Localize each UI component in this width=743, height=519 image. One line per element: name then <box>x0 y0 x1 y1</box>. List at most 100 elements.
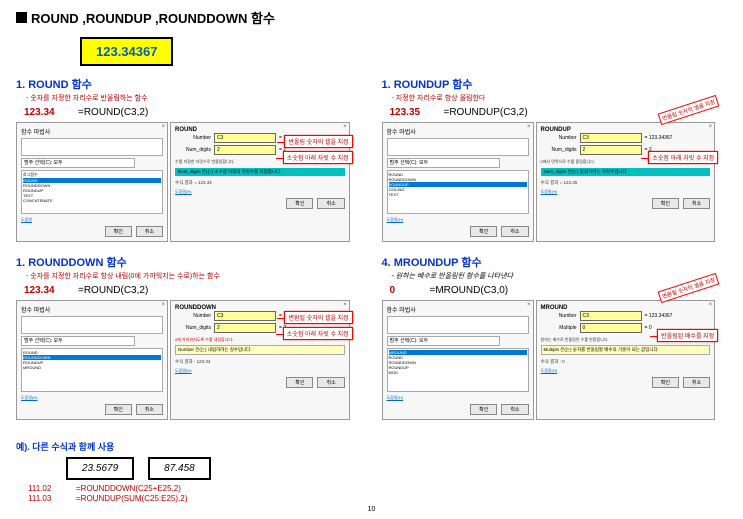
arg-input-number[interactable]: C3 <box>580 133 642 143</box>
help-link[interactable]: 도움말(H) <box>387 395 529 401</box>
example-value-1: 23.5679 <box>66 457 134 480</box>
formula-result: 수식 결과 : 123.34 <box>175 359 345 365</box>
close-icon[interactable]: × <box>162 302 166 308</box>
ok-button[interactable]: 확인 <box>105 226 132 237</box>
dlg-left-title: 함수 마법사 <box>387 127 529 136</box>
function-listbox[interactable]: MROUND ROUND ROUNDDOWN ROUNDUP MOD <box>387 348 529 392</box>
arg-description-highlight: Num_digits 은(는) 소수점 아래의 자릿수를 지정합니다. <box>175 168 345 176</box>
arg-input-number[interactable]: C3 <box>580 311 642 321</box>
close-icon[interactable]: × <box>343 124 347 130</box>
close-icon[interactable]: × <box>343 302 347 308</box>
formula-result: 수식 결과 : 0 <box>541 359 711 365</box>
arg-input-digits[interactable]: 2 <box>580 145 642 155</box>
category-select[interactable]: 범주 선택(C): 모두 <box>21 158 135 168</box>
dlg-left-title: 함수 마법사 <box>387 305 529 314</box>
dialog-row-mround: 변환될 숫자의 셀을 지정 × 함수 마법사 범주 선택(C): 모두 MROU… <box>382 300 728 420</box>
callout-number: 변환될 숫자의 셀을 지정 <box>284 311 352 324</box>
example-formula: =ROUNDDOWN(C25+E25,2) <box>76 484 181 493</box>
arg-input-number[interactable]: C3 <box>214 311 276 321</box>
arg-input-multiple[interactable]: 0 <box>580 323 642 333</box>
arg-label: Number <box>175 135 211 141</box>
arg-description-highlight: Multiple 은(는) 숫자를 반올림할 배수의 기준이 되는 값입니다. <box>541 345 711 355</box>
help-link[interactable]: 도움말(H) <box>175 189 345 195</box>
callout-multiple: 반올림된 배수를 지정 <box>657 329 718 342</box>
page-number: 10 <box>368 506 376 513</box>
help-link[interactable]: 도움말(H) <box>541 189 711 195</box>
result-round: 123.34 <box>24 107 68 118</box>
left-column: 1. ROUND 함수 - 숫자를 지정한 자리수로 반올림하는 함수 123.… <box>16 76 362 432</box>
cancel-button[interactable]: 취소 <box>136 404 163 415</box>
callout-digits: 소숫점 아래 자릿 수 지정 <box>283 151 353 164</box>
cancel-button[interactable]: 취소 <box>136 226 163 237</box>
list-item[interactable]: CONCATENATE <box>23 198 161 203</box>
formula-line-rounddown: 123.34 =ROUND(C3,2) <box>16 285 362 296</box>
cancel-button[interactable]: 취소 <box>683 198 710 209</box>
list-item[interactable]: MROUND <box>23 365 161 370</box>
close-icon[interactable]: × <box>709 124 713 130</box>
function-listbox[interactable]: ROUND ROUNDDOWN ROUNDUP CEILING TEXT <box>387 170 529 214</box>
formula-result: 수식 결과 = 123.35 <box>541 180 711 186</box>
result-roundup: 123.35 <box>390 107 434 118</box>
category-select[interactable]: 범주 선택(C): 모두 <box>21 336 135 346</box>
formula-mround: =MROUND(C3,0) <box>430 285 509 296</box>
help-link[interactable]: 도움말(H) <box>175 368 345 374</box>
section-title-round: 1. ROUND 함수 <box>16 76 362 92</box>
category-select[interactable]: 범주 선택(C): 모두 <box>387 336 501 346</box>
help-link[interactable]: 도움말(H) <box>541 368 711 374</box>
result-rounddown: 123.34 <box>24 285 68 296</box>
dialog-row-roundup: 반올림 숫자의 셀을 지정 × 함수 마법사 범주 선택(C): 모두 ROUN… <box>382 122 728 242</box>
cancel-button[interactable]: 취소 <box>317 198 344 209</box>
help-link[interactable]: 도움말(H) <box>21 395 163 401</box>
search-input[interactable] <box>21 316 163 334</box>
list-item[interactable]: TEXT <box>389 192 527 197</box>
callout-digits: 소숫점 아래 자릿 수 지정 <box>648 151 718 164</box>
close-icon[interactable]: × <box>162 124 166 130</box>
function-listbox[interactable]: ROUND ROUNDDOWN ROUNDUP MROUND <box>21 348 163 392</box>
ok-button[interactable]: 확인 <box>286 377 313 388</box>
cancel-button[interactable]: 취소 <box>683 377 710 388</box>
function-arguments-dialog: × ROUND Number C3 = 123.34367 Num_digits… <box>170 122 350 242</box>
close-icon[interactable]: × <box>709 302 713 308</box>
close-icon[interactable]: × <box>527 124 531 130</box>
close-icon[interactable]: × <box>527 302 531 308</box>
arg-input-digits[interactable]: 2 <box>214 323 276 333</box>
arg-result: = 0 <box>645 325 652 331</box>
section-subtitle-round: - 숫자를 지정한 자리수로 반올림하는 함수 <box>16 93 362 103</box>
arg-description-highlight: Number 은(는) 내림하려는 실수입니다. <box>175 345 345 355</box>
insert-function-dialog: × 함수 마법사 범주 선택(C): 모두 MROUND ROUND ROUND… <box>382 300 534 420</box>
insert-function-dialog: × 함수 마법사 범주 선택(C): 모두 로그함수 ROUND ROUNDDO… <box>16 122 168 242</box>
cancel-button[interactable]: 취소 <box>317 377 344 388</box>
formula-rounddown: =ROUND(C3,2) <box>78 285 148 296</box>
arg-result: = 123.34367 <box>645 313 673 319</box>
search-input[interactable] <box>387 138 529 156</box>
ok-button[interactable]: 확인 <box>652 198 679 209</box>
ok-button[interactable]: 확인 <box>470 404 497 415</box>
ok-button[interactable]: 확인 <box>470 226 497 237</box>
function-arguments-dialog: × MROUND Number C3 = 123.34367 Multiple … <box>536 300 716 420</box>
title-bullet <box>16 12 27 23</box>
decorative-number-box: 123.34367 <box>80 37 173 66</box>
search-input[interactable] <box>21 138 163 156</box>
section-title-rounddown: 1. ROUNDDOWN 함수 <box>16 254 362 270</box>
example-line-1: 111.02 =ROUNDDOWN(C25+E25,2) <box>16 484 727 493</box>
help-link[interactable]: 도움말 <box>21 217 163 223</box>
formula-roundup: =ROUNDUP(C3,2) <box>444 107 528 118</box>
right-column: 1. ROUNDUP 함수 - 지정한 자리수로 항상 올림한다 123.35 … <box>382 76 728 432</box>
cancel-button[interactable]: 취소 <box>501 226 528 237</box>
cancel-button[interactable]: 취소 <box>501 404 528 415</box>
example-boxes: 23.5679 87.458 <box>66 457 727 480</box>
arg-input-number[interactable]: C3 <box>214 133 276 143</box>
ok-button[interactable]: 확인 <box>286 198 313 209</box>
arg-input-digits[interactable]: 2 <box>214 145 276 155</box>
help-link[interactable]: 도움말(H) <box>387 217 529 223</box>
function-arguments-dialog: × ROUNDDOWN Number C3 = 123.34367 Num_di… <box>170 300 350 420</box>
list-item[interactable]: MOD <box>389 370 527 375</box>
arg-label: Number <box>175 313 211 319</box>
main-title-text: ROUND ,ROUNDUP ,ROUNDDOWN 함수 <box>31 8 275 27</box>
function-listbox[interactable]: 로그함수 ROUND ROUNDDOWN ROUNDUP TEXT CONCAT… <box>21 170 163 214</box>
search-input[interactable] <box>387 316 529 334</box>
ok-button[interactable]: 확인 <box>652 377 679 388</box>
category-select[interactable]: 범주 선택(C): 모두 <box>387 158 501 168</box>
ok-button[interactable]: 확인 <box>105 404 132 415</box>
formula-round: =ROUND(C3,2) <box>78 107 148 118</box>
